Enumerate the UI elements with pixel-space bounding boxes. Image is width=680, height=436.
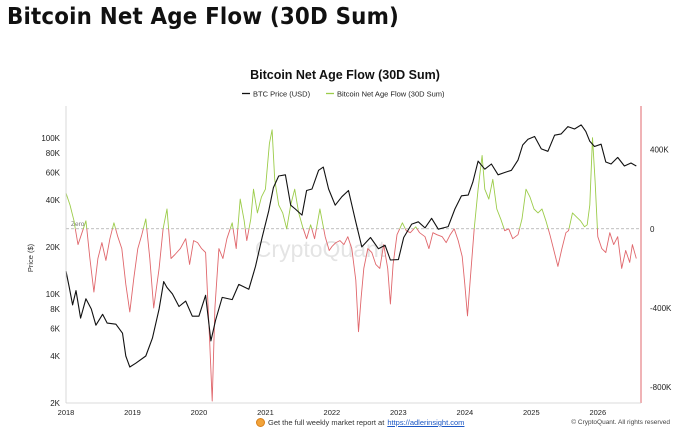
coin-icon xyxy=(256,418,265,427)
legend-flow-label: Bitcoin Net Age Flow (30D Sum) xyxy=(337,90,445,99)
y-tick-label: 80K xyxy=(46,149,61,158)
flow-negative-segment xyxy=(404,228,415,234)
flow-positive-segment xyxy=(162,208,170,229)
y2-tick-label: -800K xyxy=(650,383,672,392)
plot-area xyxy=(66,106,641,403)
y2-tick-label: 400K xyxy=(650,146,669,155)
y-tick-label: 6K xyxy=(50,325,60,334)
flow-negative-segment xyxy=(508,228,520,240)
x-tick-label: 2021 xyxy=(257,408,274,417)
x-tick-label: 2019 xyxy=(124,408,141,417)
y-tick-label: 8K xyxy=(50,305,60,314)
chart-title: Bitcoin Net Age Flow (30D Sum) xyxy=(250,68,440,82)
x-tick-label: 2018 xyxy=(58,408,75,417)
y-tick-label: 20K xyxy=(46,243,61,252)
flow-positive-segment xyxy=(519,188,549,229)
flow-negative-segment xyxy=(146,228,164,309)
flow-positive-segment xyxy=(413,226,418,230)
flow-negative-segment xyxy=(323,228,401,333)
y-tick-label: 60K xyxy=(46,168,61,177)
flow-positive-segment xyxy=(142,218,148,229)
y-axis-label: Price ($) xyxy=(26,243,35,272)
btc-price-line xyxy=(65,124,637,368)
flow-negative-segment xyxy=(115,228,144,313)
flow-positive-segment xyxy=(65,192,76,229)
y-tick-label: 10K xyxy=(46,290,61,299)
flow-negative-segment xyxy=(168,228,231,402)
flow-positive-segment xyxy=(248,129,304,230)
footer: Get the full weekly market report at htt… xyxy=(256,418,464,427)
flow-negative-segment xyxy=(503,228,509,232)
x-tick-label: 2024 xyxy=(457,408,474,417)
flow-positive-segment xyxy=(229,222,234,229)
flow-positive-segment xyxy=(315,208,325,229)
flow-negative-segment xyxy=(416,228,455,250)
flow-positive-segment xyxy=(568,137,598,229)
flow-negative-segment xyxy=(453,228,475,317)
footer-link[interactable]: https://adlerinsight.com xyxy=(387,418,465,427)
flow-negative-segment xyxy=(596,228,637,269)
flow-negative-segment xyxy=(547,228,570,267)
flow-positive-segment xyxy=(309,224,313,229)
chart-card: CryptoQuant Zero 2K 4K 6K 8K 10K 20K 40K 60K 80K… xyxy=(0,48,680,436)
flow-positive-segment xyxy=(399,222,406,229)
page-title: Bitcoin Net Age Flow (30D Sum) xyxy=(7,4,400,30)
footer-text: Get the full weekly market report at xyxy=(268,418,385,427)
x-tick-label: 2022 xyxy=(324,408,341,417)
flow-negative-segment xyxy=(74,228,84,246)
flow-negative-segment xyxy=(302,228,310,240)
y-tick-label: 40K xyxy=(46,196,61,205)
y-tick-label: 100K xyxy=(41,134,60,143)
y2-tick-label: 0 xyxy=(650,225,655,234)
net-age-flow-chart: CryptoQuant Zero 2K 4K 6K 8K 10K 20K 40K 60K 80K… xyxy=(26,68,672,417)
x-tick-label: 2025 xyxy=(523,408,540,417)
flow-positive-segment xyxy=(237,198,246,229)
y2-tick-label: -400K xyxy=(650,304,672,313)
y-tick-label: 4K xyxy=(50,352,60,361)
flow-positive-segment xyxy=(82,220,88,229)
flow-negative-segment xyxy=(311,228,317,240)
flow-negative-segment xyxy=(244,228,250,242)
y-tick-label: 2K xyxy=(50,399,60,408)
copyright: © CryptoQuant. All rights reserved xyxy=(571,419,670,426)
flow-positive-segment xyxy=(111,222,117,229)
flow-positive-segment xyxy=(473,155,505,229)
x-tick-label: 2026 xyxy=(589,408,606,417)
legend: BTC Price (USD) Bitcoin Net Age Flow (30… xyxy=(242,90,445,99)
flow-negative-segment xyxy=(86,228,113,293)
x-tick-label: 2020 xyxy=(191,408,208,417)
zero-line-label: Zero xyxy=(71,221,85,228)
legend-price-label: BTC Price (USD) xyxy=(253,90,311,99)
watermark: CryptoQuant xyxy=(255,236,386,262)
flow-negative-segment xyxy=(232,228,239,250)
x-tick-label: 2023 xyxy=(390,408,407,417)
